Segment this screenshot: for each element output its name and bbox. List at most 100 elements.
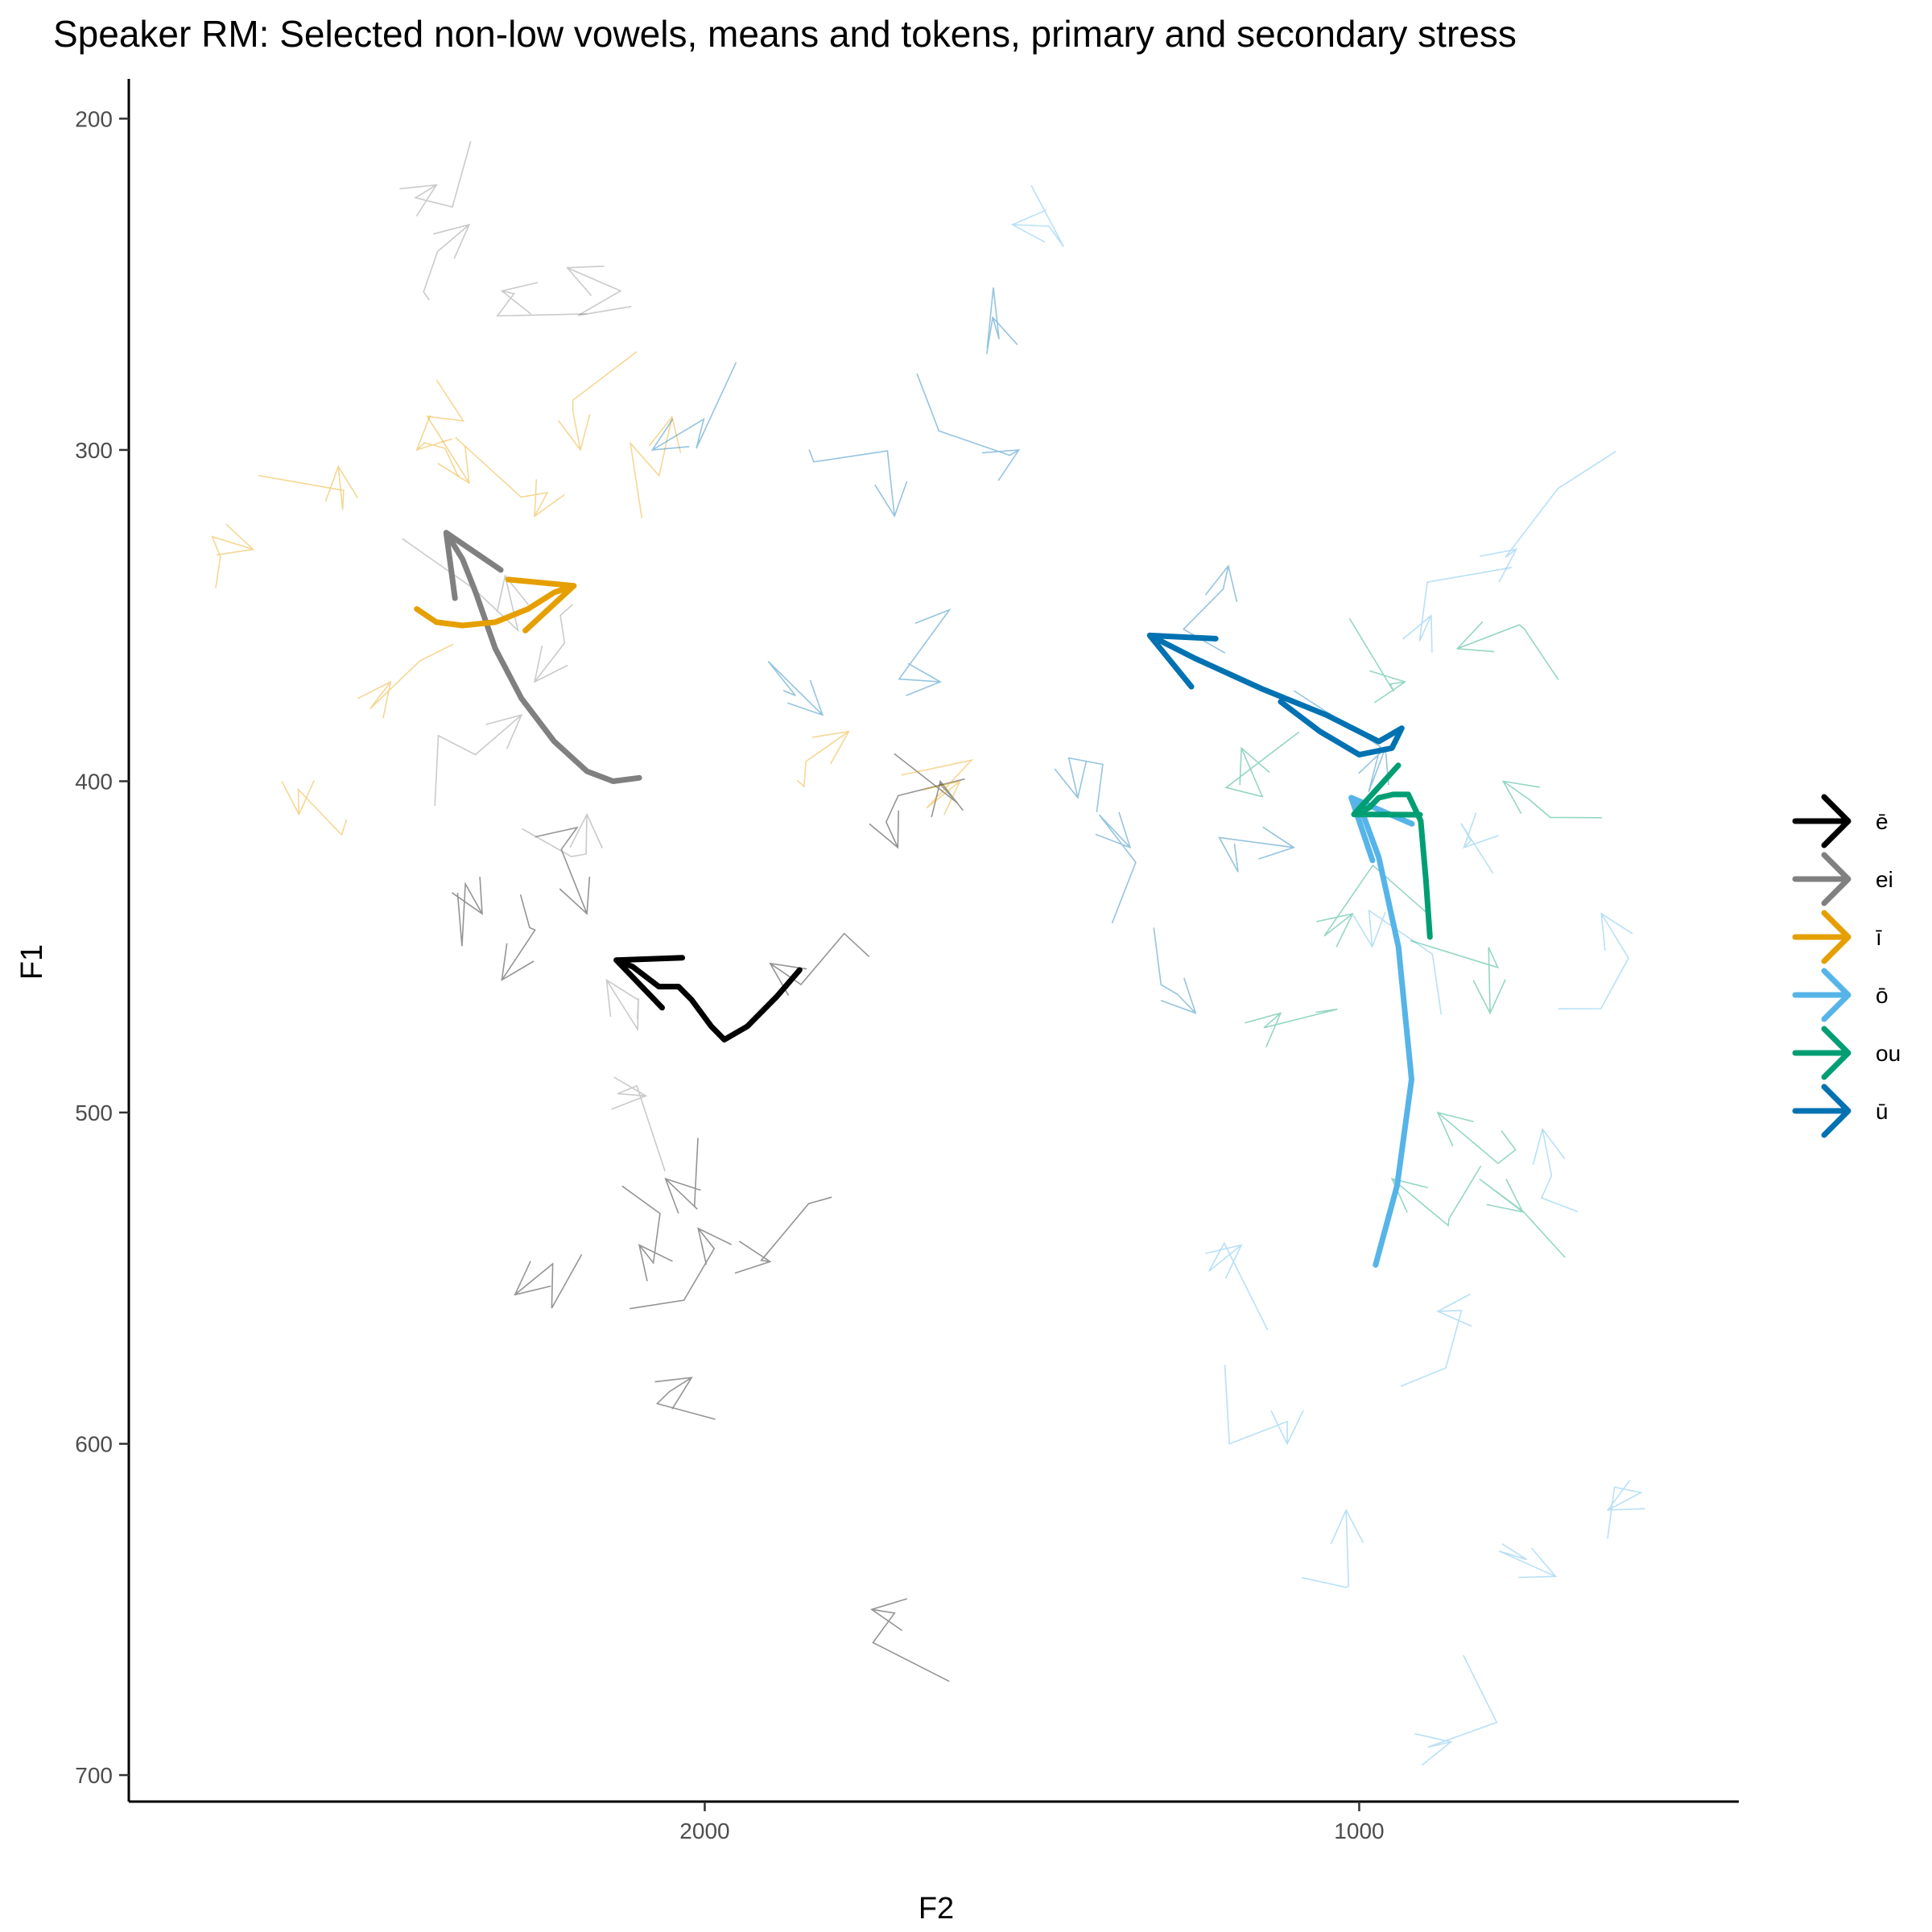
token-trajectory <box>1010 185 1065 247</box>
token-trajectory <box>535 826 591 915</box>
token-trajectory <box>1301 1508 1364 1588</box>
token-trajectory <box>808 449 908 518</box>
token-trajectory <box>1558 912 1633 1009</box>
token-trajectory <box>1095 811 1137 923</box>
mean-trajectory-line <box>443 530 642 784</box>
legend-key-arrow <box>1792 910 1852 964</box>
token-trajectory <box>557 351 638 452</box>
token-trajectory <box>767 660 824 716</box>
token-trajectory <box>566 265 632 316</box>
token-trajectory <box>869 778 965 849</box>
token-trajectory <box>1224 1364 1304 1446</box>
token-trajectory <box>1245 1008 1338 1048</box>
legend-key-arrow <box>1792 1084 1852 1138</box>
legend-item: ō <box>1792 968 1889 1022</box>
legend: ē ei ī ō ou ū <box>1792 794 1901 1138</box>
y-axis-title: F1 <box>15 944 49 980</box>
token-trajectories <box>211 141 1645 1766</box>
y-tick-label: 500 <box>75 1100 113 1125</box>
legend-key-arrow <box>1792 968 1852 1022</box>
mean-trajectory-arrowhead <box>1146 632 1219 690</box>
token-trajectory <box>796 730 850 788</box>
y-tick-label: 600 <box>75 1432 113 1457</box>
token-trajectory <box>630 1227 733 1310</box>
token-trajectory <box>1352 909 1443 1015</box>
token-trajectory <box>434 714 523 807</box>
token-trajectory <box>1054 757 1104 813</box>
y-tick-label: 200 <box>75 106 113 131</box>
legend-key-arrow <box>1792 794 1852 848</box>
token-trajectory <box>1606 1480 1645 1539</box>
token-trajectory <box>1479 1178 1566 1258</box>
axes: 200 300 400 500 600 700 2000 1000 <box>75 79 1739 1843</box>
token-trajectory <box>402 538 530 633</box>
mean-trajectories <box>414 530 1433 1268</box>
mean-trajectory-arrowhead <box>443 530 504 601</box>
token-trajectory <box>455 436 565 518</box>
token-trajectory <box>496 282 588 317</box>
mean-trajectory-arrowhead <box>613 955 686 1011</box>
mean-trajectory-line <box>1351 791 1433 940</box>
x-axis-title: F2 <box>919 1892 954 1926</box>
token-trajectory <box>1390 1165 1482 1227</box>
token-trajectory <box>1316 864 1427 947</box>
token-trajectory <box>1455 621 1559 680</box>
token-trajectory <box>898 608 952 696</box>
token-trajectory <box>1460 812 1500 874</box>
legend-item: ī <box>1792 910 1882 964</box>
mean-trajectory-line <box>613 957 803 1042</box>
y-tick-label: 700 <box>75 1763 113 1788</box>
x-tick-label: 1000 <box>1334 1818 1384 1843</box>
chart-title: Speaker RM: Selected non-low vowels, mea… <box>53 13 1517 55</box>
token-trajectory <box>357 643 454 719</box>
token-trajectory <box>1480 451 1616 583</box>
token-trajectory <box>258 464 358 510</box>
token-trajectory <box>211 523 255 588</box>
token-trajectory <box>533 604 573 683</box>
mean-trajectory-line <box>414 583 577 629</box>
token-trajectory <box>1532 1127 1579 1213</box>
token-trajectory <box>1402 567 1513 653</box>
token-trajectory <box>426 379 470 485</box>
legend-item: ou <box>1792 1026 1901 1080</box>
token-trajectory <box>1205 1241 1269 1331</box>
token-trajectory <box>869 1598 950 1682</box>
legend-key-arrow <box>1792 852 1852 906</box>
token-trajectory <box>1400 1293 1472 1387</box>
token-trajectory <box>629 415 682 518</box>
mean-trajectory-arrowhead <box>1351 762 1423 818</box>
token-trajectory <box>1501 780 1602 819</box>
legend-key-arrow <box>1792 1026 1852 1080</box>
legend-label: ou <box>1876 1041 1901 1066</box>
token-trajectory <box>1224 731 1300 798</box>
token-trajectory <box>423 223 471 301</box>
y-tick-label: 400 <box>75 769 113 794</box>
legend-item: ē <box>1792 794 1889 848</box>
token-trajectory <box>1153 927 1197 1014</box>
token-trajectory <box>985 287 1018 354</box>
legend-item: ei <box>1792 852 1893 906</box>
token-trajectory <box>522 812 603 857</box>
y-tick-label: 300 <box>75 438 113 463</box>
token-trajectory <box>415 415 460 477</box>
token-trajectory <box>605 978 639 1032</box>
mean-trajectory-arrowhead <box>505 576 577 634</box>
token-trajectory <box>1436 1111 1517 1165</box>
token-trajectory <box>654 1377 716 1420</box>
token-trajectory <box>1414 1654 1498 1766</box>
token-trajectory <box>1182 564 1238 654</box>
token-trajectory <box>769 932 870 997</box>
token-trajectory <box>501 894 536 981</box>
legend-label: ī <box>1876 925 1882 950</box>
token-trajectory <box>451 877 483 947</box>
legend-label: ū <box>1876 1099 1889 1124</box>
mean-trajectory-line <box>1146 632 1405 758</box>
legend-item: ū <box>1792 1084 1889 1138</box>
token-trajectory <box>514 1254 583 1309</box>
token-trajectory <box>650 361 737 451</box>
token-trajectory <box>894 753 964 818</box>
token-trajectory <box>734 1196 832 1274</box>
legend-label: ō <box>1876 983 1889 1008</box>
